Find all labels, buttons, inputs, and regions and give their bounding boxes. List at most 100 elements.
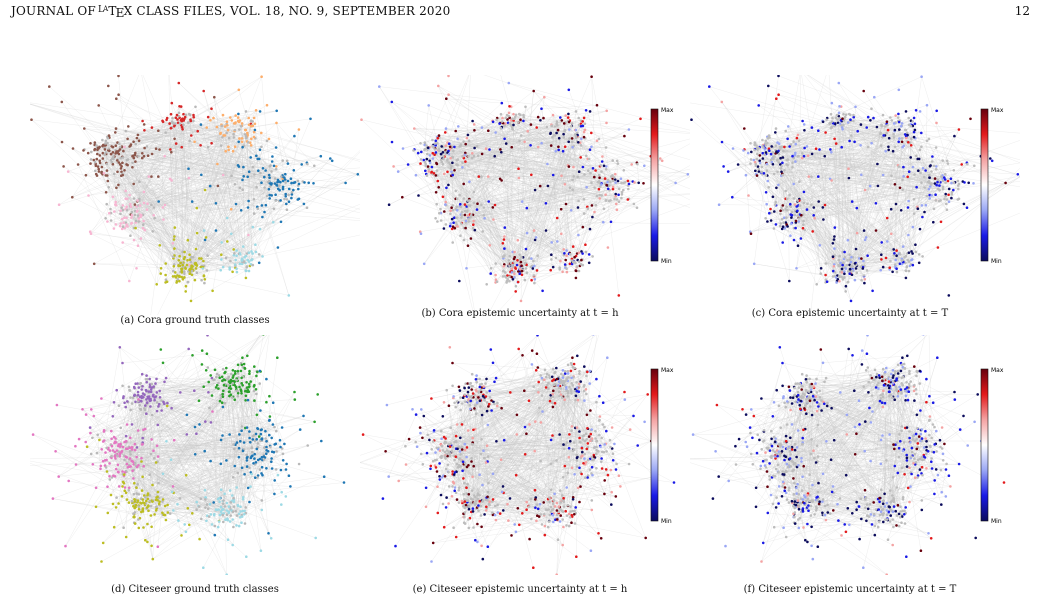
graph-node xyxy=(240,122,244,125)
graph-node xyxy=(234,258,237,262)
graph-node xyxy=(870,394,874,397)
graph-node xyxy=(263,446,266,449)
panel-d xyxy=(30,335,360,575)
graph-node xyxy=(897,455,901,459)
graph-node xyxy=(131,396,135,399)
graph-node xyxy=(783,216,786,219)
graph-node xyxy=(442,401,446,404)
graph-node xyxy=(256,442,260,445)
graph-node xyxy=(126,466,130,469)
graph-node xyxy=(518,253,521,256)
graph-node xyxy=(440,454,443,458)
graph-node xyxy=(510,271,514,274)
graph-node xyxy=(225,518,229,521)
graph-node xyxy=(245,381,248,384)
graph-node xyxy=(571,449,575,453)
graph-node xyxy=(898,137,901,140)
graph-node xyxy=(910,446,914,450)
graph-node xyxy=(557,380,561,383)
graph-node xyxy=(912,130,916,134)
graph-node xyxy=(824,262,827,265)
graph-node xyxy=(200,278,203,282)
graph-node xyxy=(510,267,514,271)
graph-node xyxy=(236,116,240,119)
graph-node xyxy=(452,149,455,153)
graph-node xyxy=(514,530,518,534)
graph-node xyxy=(614,172,617,176)
graph-node xyxy=(459,202,462,206)
graph-node xyxy=(589,171,592,175)
graph-node xyxy=(460,445,464,449)
graph-node xyxy=(571,356,574,359)
graph-node xyxy=(185,263,189,267)
graph-node xyxy=(300,163,304,166)
graph-node xyxy=(783,169,786,172)
graph-node xyxy=(911,263,915,267)
graph-node xyxy=(850,200,854,203)
graph-node xyxy=(233,183,237,186)
graph-node xyxy=(436,485,439,488)
graph-node xyxy=(101,138,104,142)
graph-node xyxy=(84,440,87,444)
graph-node xyxy=(538,406,541,410)
graph-node xyxy=(481,557,485,561)
graph-node xyxy=(562,374,565,377)
graph-node xyxy=(759,467,762,471)
graph-node xyxy=(105,470,109,473)
graph-node xyxy=(147,509,150,512)
edge-bundle xyxy=(30,335,345,575)
graph-node xyxy=(137,220,141,223)
graph-node xyxy=(803,228,807,232)
graph-node xyxy=(806,494,809,497)
graph-node xyxy=(140,156,144,160)
graph-node xyxy=(264,429,267,433)
graph-node xyxy=(129,396,132,399)
graph-node xyxy=(416,151,420,155)
graph-node xyxy=(459,205,463,208)
graph-node xyxy=(797,518,800,521)
graph-node xyxy=(475,412,478,415)
graph-node xyxy=(126,447,129,451)
graph-node xyxy=(561,543,564,547)
graph-node xyxy=(127,501,131,504)
graph-node xyxy=(773,455,777,458)
graph-node xyxy=(189,299,193,303)
graph-node xyxy=(448,346,452,349)
graph-node xyxy=(214,229,218,232)
graph-node xyxy=(214,386,218,389)
caption-e: (e) Citeseer epistemic uncertainty at t … xyxy=(412,584,628,595)
graph-node xyxy=(617,474,621,477)
graph-node xyxy=(252,389,256,393)
graph-node xyxy=(865,352,869,355)
graph-node xyxy=(585,185,588,189)
graph-node xyxy=(887,510,891,514)
graph-node xyxy=(934,468,938,471)
graph-node xyxy=(905,136,908,140)
graph-node xyxy=(129,408,132,412)
graph-node xyxy=(170,101,174,105)
graph-node xyxy=(435,202,438,206)
graph-node xyxy=(559,514,562,517)
graph-node xyxy=(530,257,533,260)
graph-node xyxy=(674,181,677,185)
graph-node xyxy=(148,385,152,389)
graph-node xyxy=(907,390,911,393)
graph-node xyxy=(575,453,578,457)
graph-node xyxy=(848,253,851,256)
graph-node xyxy=(89,158,93,161)
graph-node xyxy=(268,394,271,398)
panel-a xyxy=(30,75,360,315)
graph-node xyxy=(573,522,577,525)
edge-bundle xyxy=(361,75,690,315)
graph-node xyxy=(74,463,78,466)
graph-node xyxy=(880,401,884,404)
graph-node xyxy=(566,369,570,373)
graph-node xyxy=(104,174,108,177)
graph-node xyxy=(306,444,310,447)
graph-node xyxy=(528,537,531,541)
graph-node xyxy=(273,479,276,482)
graph-node xyxy=(527,399,531,402)
graph-node xyxy=(672,481,676,484)
graph-node xyxy=(905,426,909,429)
graph-node xyxy=(928,415,932,418)
